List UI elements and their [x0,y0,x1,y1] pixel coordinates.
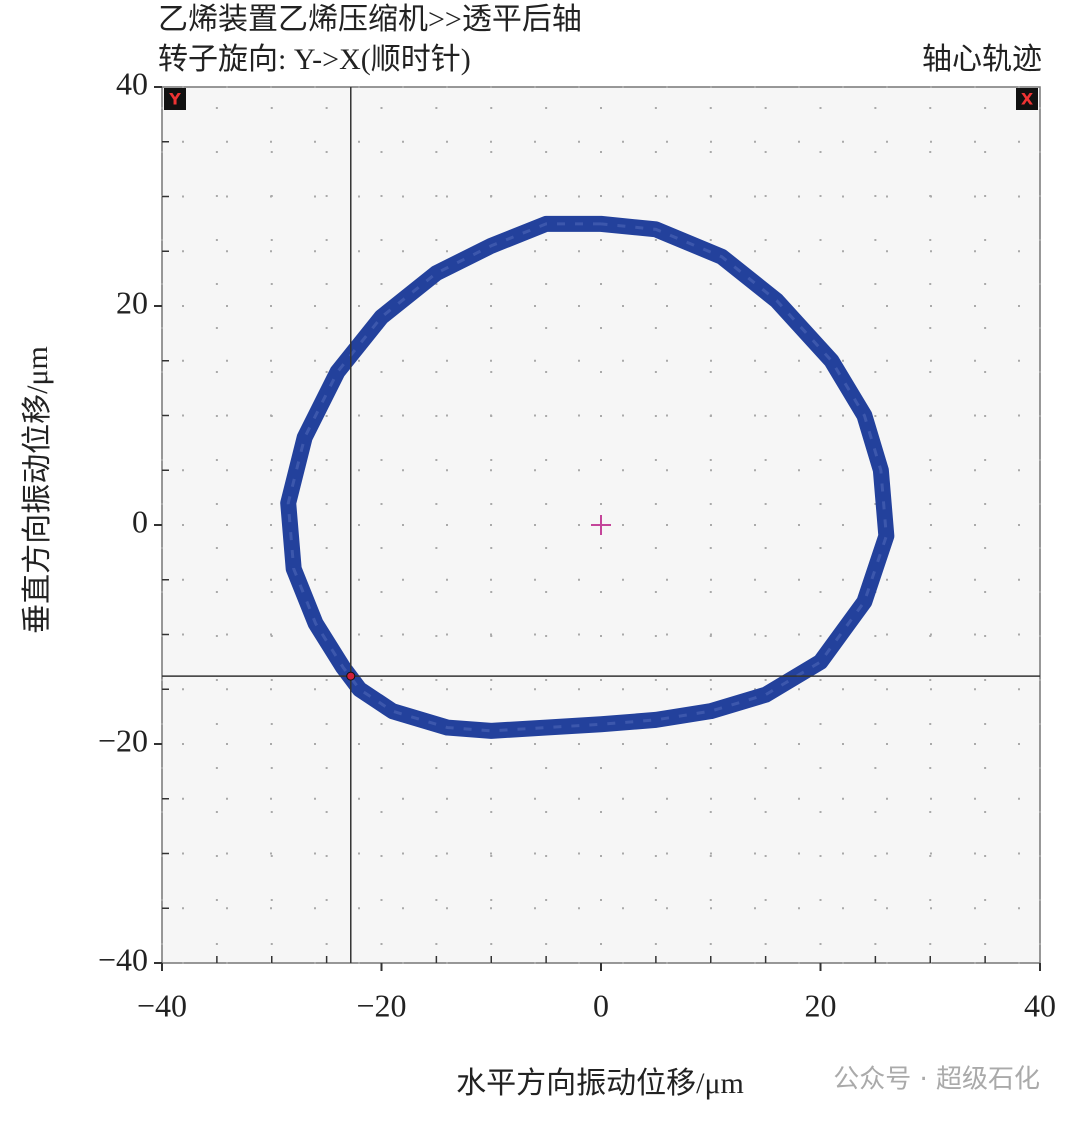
corner-box [164,88,186,110]
y-tick-label: 40 [116,65,148,101]
chart-title: 乙烯装置乙烯压缩机>>透平后轴 [158,3,582,36]
corner-mark: Y [168,90,181,109]
y-tick-label: 0 [132,503,148,539]
watermark: 公众号 · 超级石化 [833,1065,1040,1095]
corner-mark: X [1021,90,1034,109]
x-tick-label: 40 [1024,987,1056,1023]
y-tick-label: −40 [98,941,148,977]
y-tick-label: 20 [116,284,148,320]
x-tick-label: −40 [137,987,187,1023]
x-axis-label: 水平方向振动位移/μm [456,1067,744,1100]
chart-subtitle: 转子旋向: Y->X(顺时针) [158,43,471,76]
corner-title: 轴心轨迹 [922,43,1042,76]
y-axis-label: 垂直方向振动位移/μm [21,346,54,634]
x-tick-label: 0 [593,987,609,1023]
center-marker [591,515,611,535]
y-tick-label: −20 [98,722,148,758]
x-tick-label: −20 [356,987,406,1023]
cursor-point [346,671,356,681]
x-tick-label: 20 [805,987,837,1023]
orbit-line-inner [286,222,888,733]
corner-box [1016,88,1038,110]
